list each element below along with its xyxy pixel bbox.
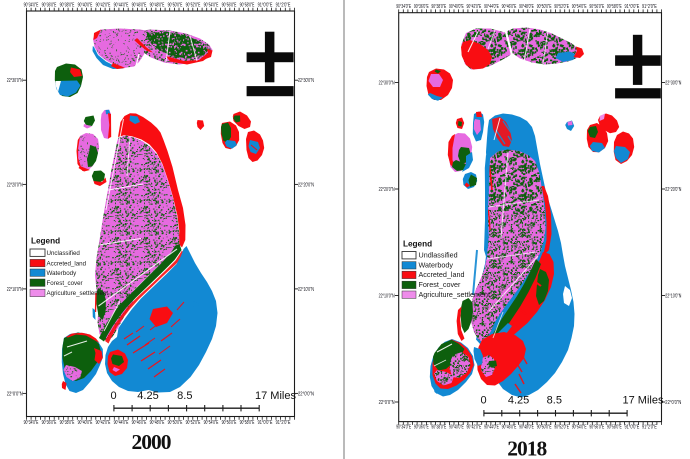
svg-text:90°54'0"E: 90°54'0"E bbox=[572, 4, 587, 10]
svg-text:17 Miles: 17 Miles bbox=[255, 390, 296, 402]
svg-text:Agriculture_settlement: Agriculture_settlement bbox=[419, 290, 491, 299]
svg-text:90°36'0"E: 90°36'0"E bbox=[42, 420, 57, 426]
svg-text:22°30'0"N: 22°30'0"N bbox=[665, 81, 681, 87]
svg-text:90°56'0"E: 90°56'0"E bbox=[589, 4, 604, 10]
svg-text:90°40'0"E: 90°40'0"E bbox=[449, 425, 464, 431]
svg-text:90°48'0"E: 90°48'0"E bbox=[150, 2, 165, 8]
svg-text:90°56'0"E: 90°56'0"E bbox=[222, 420, 237, 426]
svg-text:90°34'0"E: 90°34'0"E bbox=[24, 420, 39, 426]
svg-text:90°36'0"E: 90°36'0"E bbox=[414, 425, 429, 431]
svg-text:90°38'0"E: 90°38'0"E bbox=[60, 420, 75, 426]
svg-text:90°48'0"E: 90°48'0"E bbox=[150, 420, 165, 426]
svg-text:90°38'0"E: 90°38'0"E bbox=[431, 425, 446, 431]
svg-text:22°30'0"N: 22°30'0"N bbox=[7, 78, 23, 84]
svg-text:Unclassified: Unclassified bbox=[47, 250, 81, 257]
svg-text:91°2'0"E: 91°2'0"E bbox=[642, 425, 657, 431]
svg-text:90°50'0"E: 90°50'0"E bbox=[537, 4, 552, 10]
svg-text:22°10'0"N: 22°10'0"N bbox=[298, 287, 314, 293]
svg-text:8.5: 8.5 bbox=[177, 390, 192, 402]
svg-text:90°46'0"E: 90°46'0"E bbox=[132, 420, 147, 426]
svg-text:91°2'0"E: 91°2'0"E bbox=[642, 4, 657, 10]
svg-text:22°10'0"N: 22°10'0"N bbox=[665, 294, 681, 300]
svg-text:90°54'0"E: 90°54'0"E bbox=[204, 2, 219, 8]
svg-text:90°38'0"E: 90°38'0"E bbox=[431, 4, 446, 10]
svg-text:Waterbody: Waterbody bbox=[419, 261, 454, 270]
svg-text:Waterbody: Waterbody bbox=[47, 270, 78, 277]
svg-text:22°20'0"N: 22°20'0"N bbox=[379, 187, 395, 193]
svg-text:90°46'0"E: 90°46'0"E bbox=[502, 4, 517, 10]
svg-text:90°46'0"E: 90°46'0"E bbox=[132, 2, 147, 8]
svg-text:22°20'0"N: 22°20'0"N bbox=[665, 187, 681, 193]
svg-text:90°50'0"E: 90°50'0"E bbox=[168, 420, 183, 426]
svg-text:17 Miles: 17 Miles bbox=[623, 395, 664, 407]
svg-text:90°40'0"E: 90°40'0"E bbox=[78, 420, 93, 426]
svg-text:90°58'0"E: 90°58'0"E bbox=[607, 4, 622, 10]
svg-text:91°0'0"E: 91°0'0"E bbox=[625, 425, 640, 431]
svg-text:2018: 2018 bbox=[507, 437, 547, 459]
svg-text:91°0'0"E: 91°0'0"E bbox=[625, 4, 640, 10]
svg-text:91°2'0"E: 91°2'0"E bbox=[276, 2, 291, 8]
svg-text:90°56'0"E: 90°56'0"E bbox=[222, 2, 237, 8]
svg-text:90°36'0"E: 90°36'0"E bbox=[42, 2, 57, 8]
svg-text:22°10'0"N: 22°10'0"N bbox=[379, 294, 395, 300]
svg-text:90°58'0"E: 90°58'0"E bbox=[240, 2, 255, 8]
svg-text:90°40'0"E: 90°40'0"E bbox=[78, 2, 93, 8]
svg-text:90°34'0"E: 90°34'0"E bbox=[396, 425, 411, 431]
svg-text:90°44'0"E: 90°44'0"E bbox=[114, 2, 129, 8]
svg-text:90°38'0"E: 90°38'0"E bbox=[60, 2, 75, 8]
svg-text:2000: 2000 bbox=[132, 430, 171, 454]
svg-text:4.25: 4.25 bbox=[508, 395, 529, 407]
svg-text:90°44'0"E: 90°44'0"E bbox=[484, 4, 499, 10]
svg-text:4.25: 4.25 bbox=[137, 390, 158, 402]
svg-text:90°42'0"E: 90°42'0"E bbox=[467, 425, 482, 431]
svg-text:90°48'0"E: 90°48'0"E bbox=[519, 4, 534, 10]
svg-text:90°34'0"E: 90°34'0"E bbox=[396, 4, 411, 10]
svg-text:22°20'0"N: 22°20'0"N bbox=[7, 182, 23, 188]
svg-text:90°46'0"E: 90°46'0"E bbox=[502, 425, 517, 431]
svg-text:22°0'0"N: 22°0'0"N bbox=[7, 391, 23, 397]
svg-text:22°0'0"N: 22°0'0"N bbox=[298, 391, 314, 397]
svg-text:Forest_cover: Forest_cover bbox=[419, 280, 462, 289]
svg-text:90°40'0"E: 90°40'0"E bbox=[449, 4, 464, 10]
svg-text:Accreted_land: Accreted_land bbox=[47, 260, 87, 267]
svg-text:Legend: Legend bbox=[31, 236, 60, 245]
svg-text:90°50'0"E: 90°50'0"E bbox=[168, 2, 183, 8]
svg-text:90°54'0"E: 90°54'0"E bbox=[204, 420, 219, 426]
svg-text:90°58'0"E: 90°58'0"E bbox=[240, 420, 255, 426]
svg-text:22°20'0"N: 22°20'0"N bbox=[298, 182, 314, 188]
svg-text:90°42'0"E: 90°42'0"E bbox=[96, 2, 111, 8]
svg-text:90°44'0"E: 90°44'0"E bbox=[484, 425, 499, 431]
svg-text:90°50'0"E: 90°50'0"E bbox=[537, 425, 552, 431]
svg-text:8.5: 8.5 bbox=[547, 395, 562, 407]
svg-text:90°42'0"E: 90°42'0"E bbox=[467, 4, 482, 10]
svg-text:22°30'0"N: 22°30'0"N bbox=[379, 81, 395, 87]
svg-text:90°54'0"E: 90°54'0"E bbox=[572, 425, 587, 431]
svg-text:Accreted_land: Accreted_land bbox=[419, 270, 465, 279]
svg-text:90°44'0"E: 90°44'0"E bbox=[114, 420, 129, 426]
svg-text:90°56'0"E: 90°56'0"E bbox=[589, 425, 604, 431]
svg-text:0: 0 bbox=[110, 390, 116, 402]
svg-text:90°52'0"E: 90°52'0"E bbox=[186, 420, 201, 426]
svg-text:Forest_cover: Forest_cover bbox=[47, 280, 83, 287]
svg-text:0: 0 bbox=[480, 395, 486, 407]
svg-text:91°0'0"E: 91°0'0"E bbox=[258, 420, 273, 426]
svg-text:90°48'0"E: 90°48'0"E bbox=[519, 425, 534, 431]
svg-text:91°2'0"E: 91°2'0"E bbox=[276, 420, 291, 426]
svg-text:91°0'0"E: 91°0'0"E bbox=[258, 2, 273, 8]
svg-text:Agriculture_settlement: Agriculture_settlement bbox=[47, 290, 109, 297]
svg-text:Undlassified: Undlassified bbox=[419, 250, 458, 259]
svg-text:90°34'0"E: 90°34'0"E bbox=[24, 2, 39, 8]
svg-text:22°0'0"N: 22°0'0"N bbox=[665, 400, 681, 406]
svg-text:22°30'0"N: 22°30'0"N bbox=[298, 78, 314, 84]
svg-text:90°52'0"E: 90°52'0"E bbox=[186, 2, 201, 8]
svg-text:90°58'0"E: 90°58'0"E bbox=[607, 425, 622, 431]
svg-text:90°52'0"E: 90°52'0"E bbox=[554, 4, 569, 10]
svg-text:Legend: Legend bbox=[403, 239, 432, 248]
svg-text:90°42'0"E: 90°42'0"E bbox=[96, 420, 111, 426]
svg-text:90°36'0"E: 90°36'0"E bbox=[414, 4, 429, 10]
svg-text:22°0'0"N: 22°0'0"N bbox=[379, 400, 395, 406]
svg-text:22°10'0"N: 22°10'0"N bbox=[7, 287, 23, 293]
svg-text:90°52'0"E: 90°52'0"E bbox=[554, 425, 569, 431]
